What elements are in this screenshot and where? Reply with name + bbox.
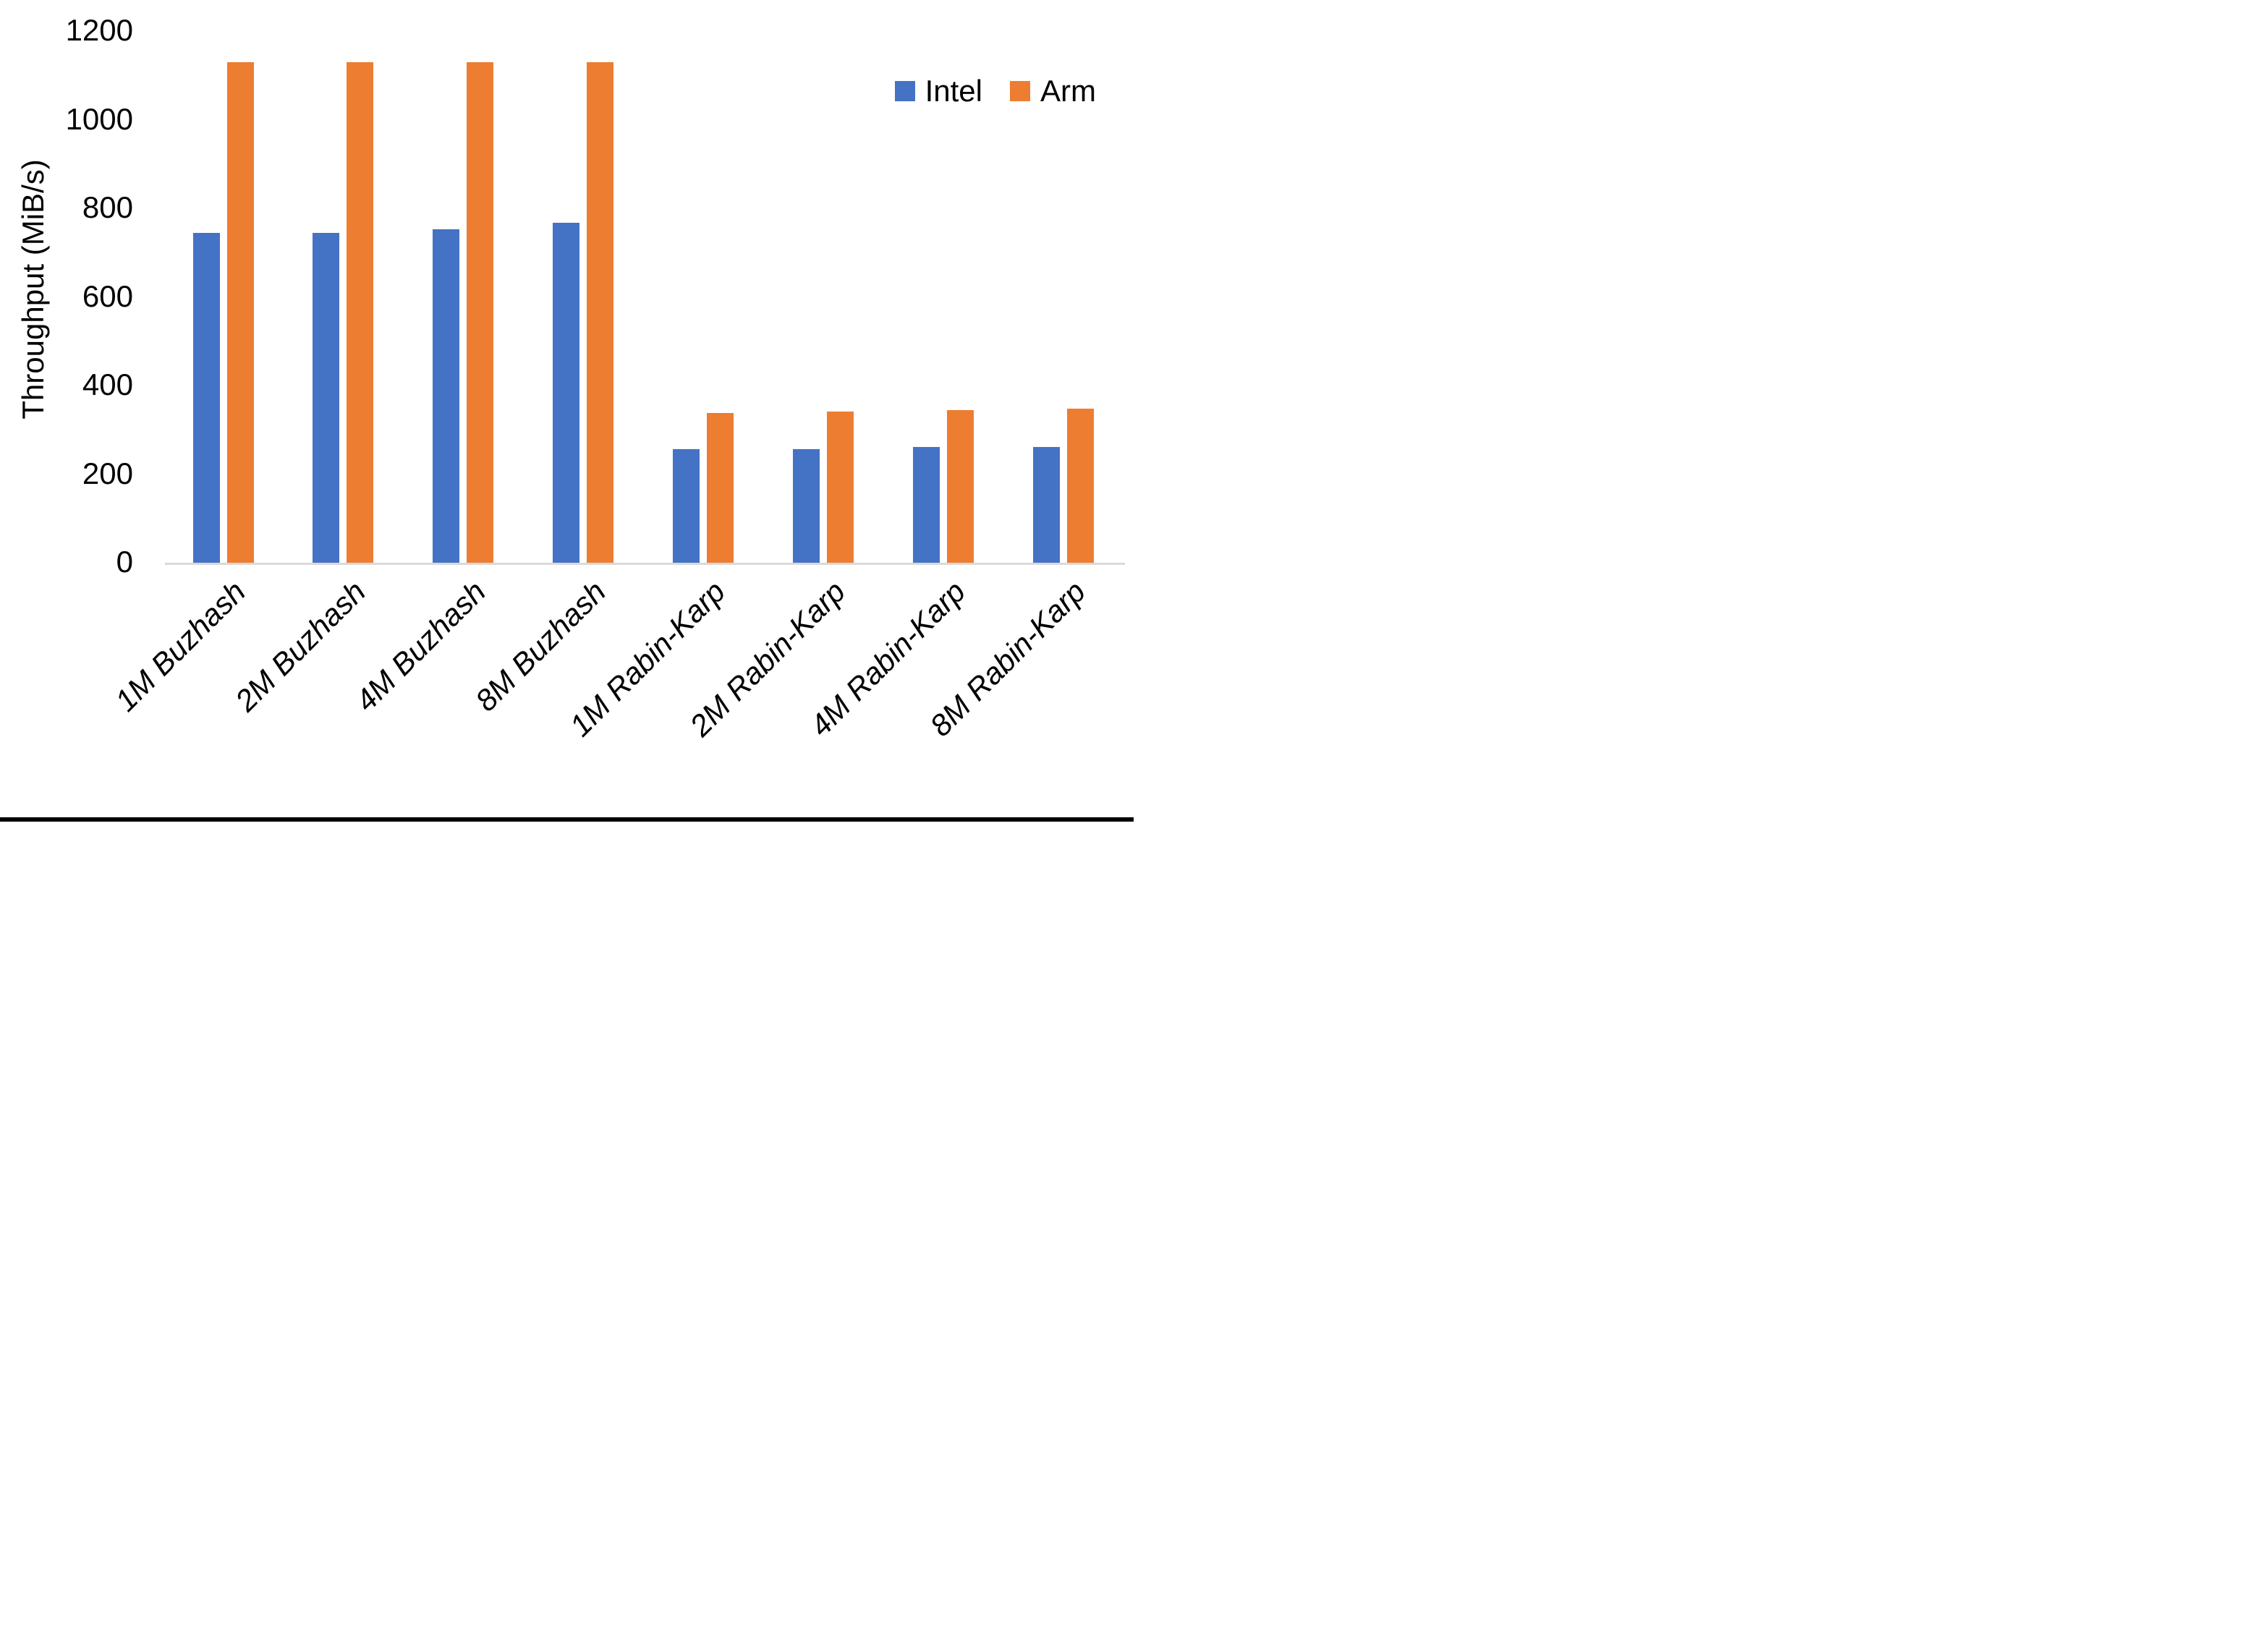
bar-chart: Throughput (MiB/s) 0 200 400 600 800 1000 1200… <box>0 0 1134 822</box>
legend-item-intel: Intel <box>894 74 982 108</box>
bar-intel-2 <box>313 233 340 563</box>
legend-label: Arm <box>1040 74 1096 108</box>
bar-intel-1 <box>192 232 220 563</box>
bar-intel-5 <box>673 449 700 563</box>
bar-intel-6 <box>792 448 820 563</box>
y-tick-label: 200 <box>82 456 133 490</box>
bar-arm-5 <box>707 412 734 563</box>
bar-intel-4 <box>553 222 580 563</box>
legend-swatch-arm <box>1010 81 1030 101</box>
y-tick-label: 400 <box>82 367 133 402</box>
bar-arm-6 <box>826 412 854 563</box>
y-tick-label: 1200 <box>65 13 133 48</box>
y-tick-label: 600 <box>82 278 133 313</box>
legend-item-arm: Arm <box>1010 74 1096 108</box>
bar-arm-1 <box>226 61 254 563</box>
bar-intel-3 <box>433 229 460 563</box>
legend-swatch-intel <box>894 81 915 101</box>
bar-arm-7 <box>946 410 974 563</box>
bar-arm-4 <box>587 61 614 563</box>
bar-arm-2 <box>347 61 374 563</box>
legend-label: Intel <box>925 74 982 108</box>
y-tick-label: 0 <box>116 545 133 579</box>
bar-arm-8 <box>1066 409 1094 563</box>
x-axis-line <box>165 563 1125 565</box>
y-tick-label: 1000 <box>65 101 133 136</box>
bottom-border <box>0 817 1134 822</box>
y-tick-label: 800 <box>82 190 133 225</box>
legend: Intel Arm <box>894 74 1096 108</box>
bar-intel-7 <box>912 447 940 563</box>
bar-intel-8 <box>1032 447 1060 563</box>
bar-arm-3 <box>467 61 494 563</box>
